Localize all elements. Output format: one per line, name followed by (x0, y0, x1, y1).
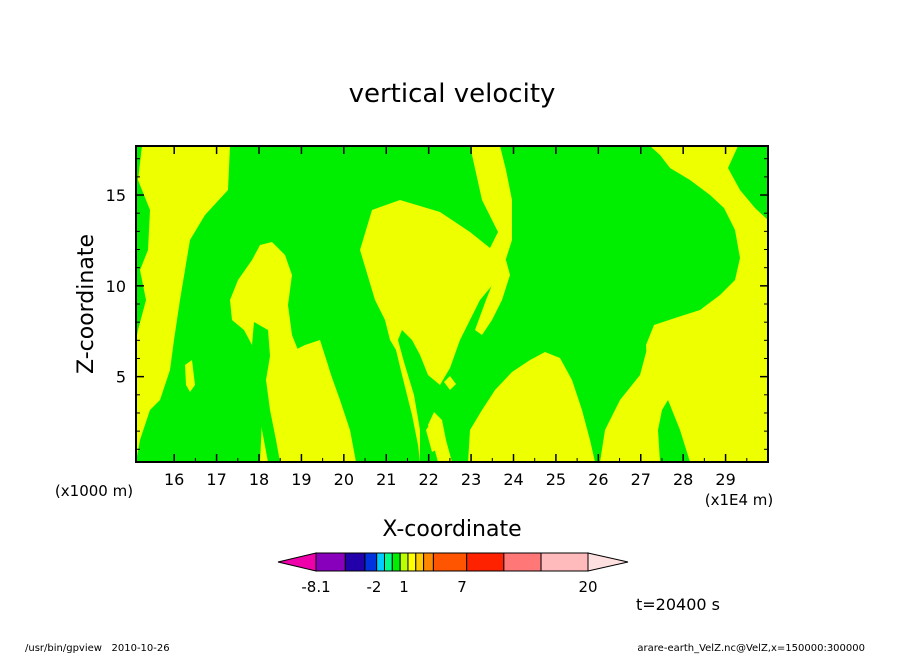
x-axis-label: X-coordinate (382, 517, 521, 542)
x-tick-label: 20 (334, 470, 354, 489)
x-tick-label: 21 (376, 470, 396, 489)
y-axis-label: Z-coordinate (74, 234, 99, 374)
colorbar-segment (503, 552, 542, 572)
contour-region-right-base (658, 400, 690, 462)
contour-region-left-lower (136, 345, 154, 405)
colorbar-tick-label: 1 (399, 578, 409, 596)
contour-region-top-blob (295, 146, 345, 180)
colorbar-segment (364, 552, 378, 572)
footer-right: arare-earth_VelZ.nc@VelZ,x=150000:300000 (637, 643, 865, 654)
colorbar-segment (423, 552, 434, 572)
y-tick-label: 5 (116, 368, 126, 387)
x-unit-note: (x1E4 m) (705, 491, 774, 509)
colorbar-tick-label: -2 (367, 578, 382, 596)
x-tick-label: 16 (164, 470, 184, 489)
x-tick-label: 23 (461, 470, 481, 489)
x-tick-label: 22 (418, 470, 438, 489)
time-label: t=20400 s (636, 595, 720, 614)
contour-region-plume (230, 248, 348, 462)
y-unit-note: (x1000 m) (55, 482, 133, 500)
contour-region-center-green (398, 146, 740, 462)
colorbar-segment (399, 552, 409, 572)
footer-left: /usr/bin/gpview 2010-10-26 (25, 643, 170, 654)
contour-region-small-spot (185, 360, 195, 392)
colorbar-segment (344, 552, 366, 572)
x-axis: 16 17 18 19 20 21 22 23 24 25 26 27 28 29 (164, 146, 748, 489)
x-tick-label: 24 (503, 470, 523, 489)
x-tick-label: 28 (673, 470, 693, 489)
x-tick-label: 27 (631, 470, 651, 489)
x-tick-label: 19 (291, 470, 311, 489)
contour-region-spot-2 (444, 376, 456, 390)
contour-region-right-yellow (600, 255, 768, 462)
contour-region-left-main (136, 146, 498, 462)
x-tick-label: 29 (715, 470, 735, 489)
x-tick-label: 18 (249, 470, 269, 489)
contour-region-right-upper (478, 410, 538, 462)
x-tick-label: 25 (546, 470, 566, 489)
chart-title: vertical velocity (349, 79, 556, 109)
colorbar-segment (376, 552, 385, 572)
y-tick-label: 15 (106, 186, 126, 205)
colorbar: -8.1 -2 1 7 20 (277, 552, 629, 596)
x-tick-label: 26 (588, 470, 608, 489)
contour-region-left-hole (164, 245, 184, 286)
colorbar-right-arrow (587, 552, 629, 572)
y-tick-label: 10 (106, 277, 126, 296)
colorbar-segment (466, 552, 505, 572)
colorbar-segment (407, 552, 417, 572)
colorbar-segment (540, 552, 589, 572)
colorbar-segment (391, 552, 401, 572)
colorbar-segment (415, 552, 425, 572)
contour-region-plume-green (252, 322, 280, 462)
y-axis: 5 10 15 (106, 158, 768, 450)
colorbar-tick-label: 7 (457, 578, 467, 596)
colorbar-tick-label: -8.1 (301, 578, 330, 596)
colorbar-left-arrow (277, 552, 317, 572)
x-tick-label: 17 (206, 470, 226, 489)
contour-region-small-yellow (426, 418, 442, 452)
colorbar-segment (432, 552, 468, 572)
contour-region-right-green (560, 186, 630, 278)
plot-area (135, 145, 769, 463)
colorbar-segment (383, 552, 393, 572)
contour-region-right-corner (728, 146, 768, 220)
colorbar-tick-label: 20 (578, 578, 597, 596)
contour-region-center-hole (475, 260, 510, 335)
colorbar-segment (315, 552, 346, 572)
